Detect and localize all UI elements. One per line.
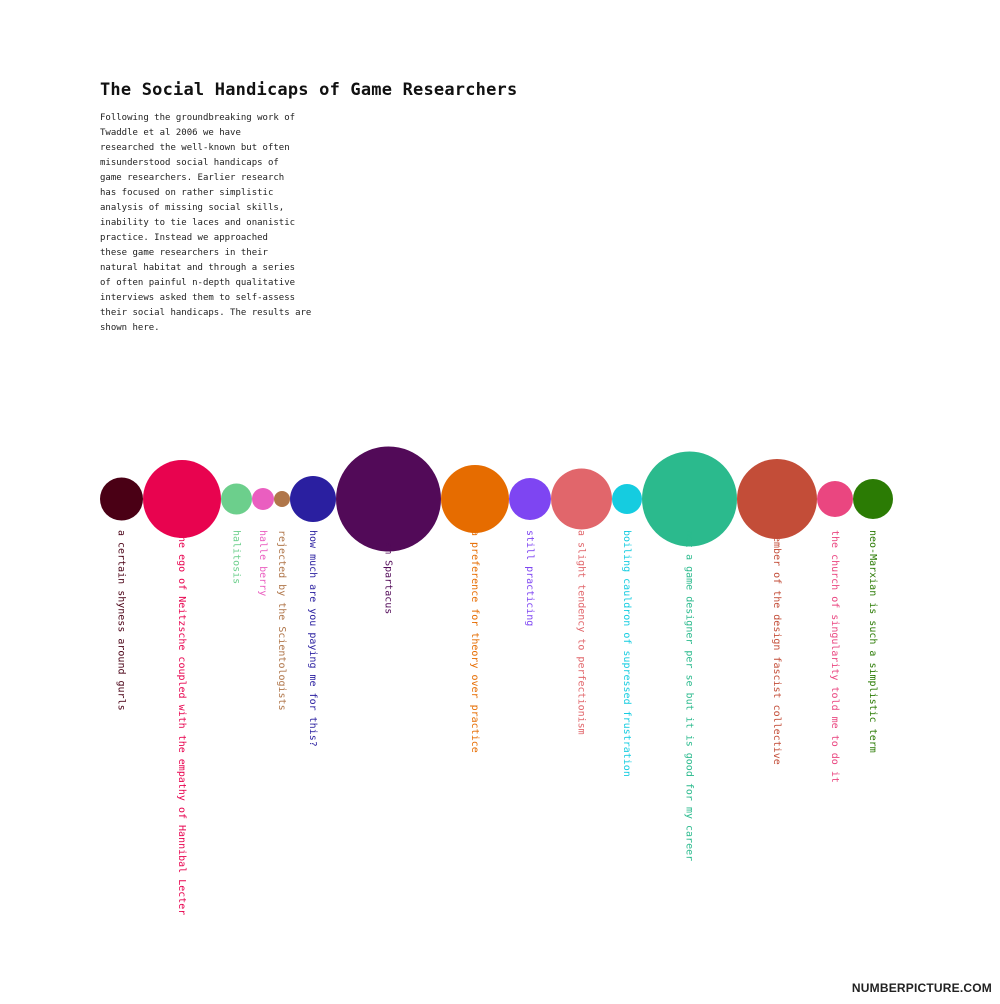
intro-line: game researchers. Earlier research — [100, 173, 285, 183]
bubble-label-3: halle berry — [257, 530, 268, 596]
intro-line: these game researchers in their — [100, 248, 268, 258]
bubble-label-6: I am Spartacus — [383, 530, 394, 614]
intro-line: their social handicaps. The results are — [100, 308, 312, 318]
bubble-label-7: a preference for theory over practice — [469, 530, 480, 753]
bubble-13 — [817, 481, 853, 517]
bubble-7 — [441, 465, 509, 533]
bubble-label-10: boiling cauldron of supressed frustratio… — [621, 530, 632, 777]
bubble-label-5: how much are you paying me for this? — [307, 530, 318, 747]
intro-line: interviews asked them to self-assess — [100, 293, 296, 303]
bubble-label-8: still practicing — [524, 530, 535, 626]
bubble-11 — [642, 451, 737, 547]
intro-line: Twaddle et al 2006 we have — [100, 128, 241, 138]
bubble-6 — [336, 446, 441, 552]
bubble-label-0: a certain shyness around gurls — [116, 530, 127, 711]
intro-line: has focused on rather simplistic — [100, 188, 274, 198]
bubble-label-1: the ego of Neitzsche coupled with the em… — [176, 530, 187, 915]
intro-line: practice. Instead we approached — [100, 233, 268, 243]
intro-line: analysis of missing social skills, — [100, 203, 285, 213]
bubble-label-2: halitosis — [231, 530, 242, 584]
bubble-label-13: the church of singularity told me to do … — [829, 530, 840, 783]
bubble-label-4: rejected by the Scientologists — [276, 530, 287, 711]
bubble-3 — [252, 488, 274, 510]
intro-line: inability to tie laces and onanistic — [100, 218, 296, 228]
bubble-label-14: neo-Marxian is such a simplistic term — [867, 530, 878, 753]
bubble-12 — [737, 459, 817, 539]
intro-paragraph: Following the groundbreaking work of Twa… — [100, 111, 312, 336]
intro-line: Following the groundbreaking work of — [100, 113, 296, 123]
watermark: NUMBERPICTURE.COM — [851, 981, 992, 995]
intro-line: misunderstood social handicaps of — [100, 158, 279, 168]
intro-line: shown here. — [100, 323, 160, 333]
bubble-10 — [612, 484, 642, 514]
bubble-label-9: a slight tendency to perfectionism — [576, 530, 587, 735]
bubble-0 — [100, 477, 143, 521]
bubble-1 — [143, 460, 221, 538]
bubble-label-11: not a game designer per se but it is goo… — [684, 530, 695, 861]
intro-line: of often painful n-depth qualitative — [100, 278, 296, 288]
bubble-9 — [551, 468, 612, 530]
bubble-label-12: member of the design fascist collective — [771, 530, 782, 765]
bubble-2 — [221, 483, 252, 515]
bubble-4 — [274, 491, 290, 507]
intro-line: natural habitat and through a series — [100, 263, 296, 273]
page-title: The Social Handicaps of Game Researchers — [100, 80, 518, 100]
bubble-14 — [853, 479, 893, 519]
bubble-5 — [290, 476, 336, 522]
bubble-8 — [509, 478, 551, 520]
intro-line: researched the well-known but often — [100, 143, 290, 153]
